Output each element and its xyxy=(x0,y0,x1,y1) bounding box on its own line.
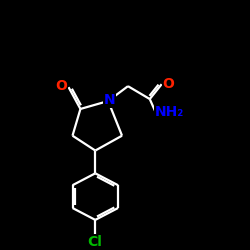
Text: O: O xyxy=(163,77,174,91)
Text: NH₂: NH₂ xyxy=(155,105,184,119)
Text: O: O xyxy=(56,79,68,93)
Text: Cl: Cl xyxy=(87,235,102,249)
Text: N: N xyxy=(103,93,115,107)
